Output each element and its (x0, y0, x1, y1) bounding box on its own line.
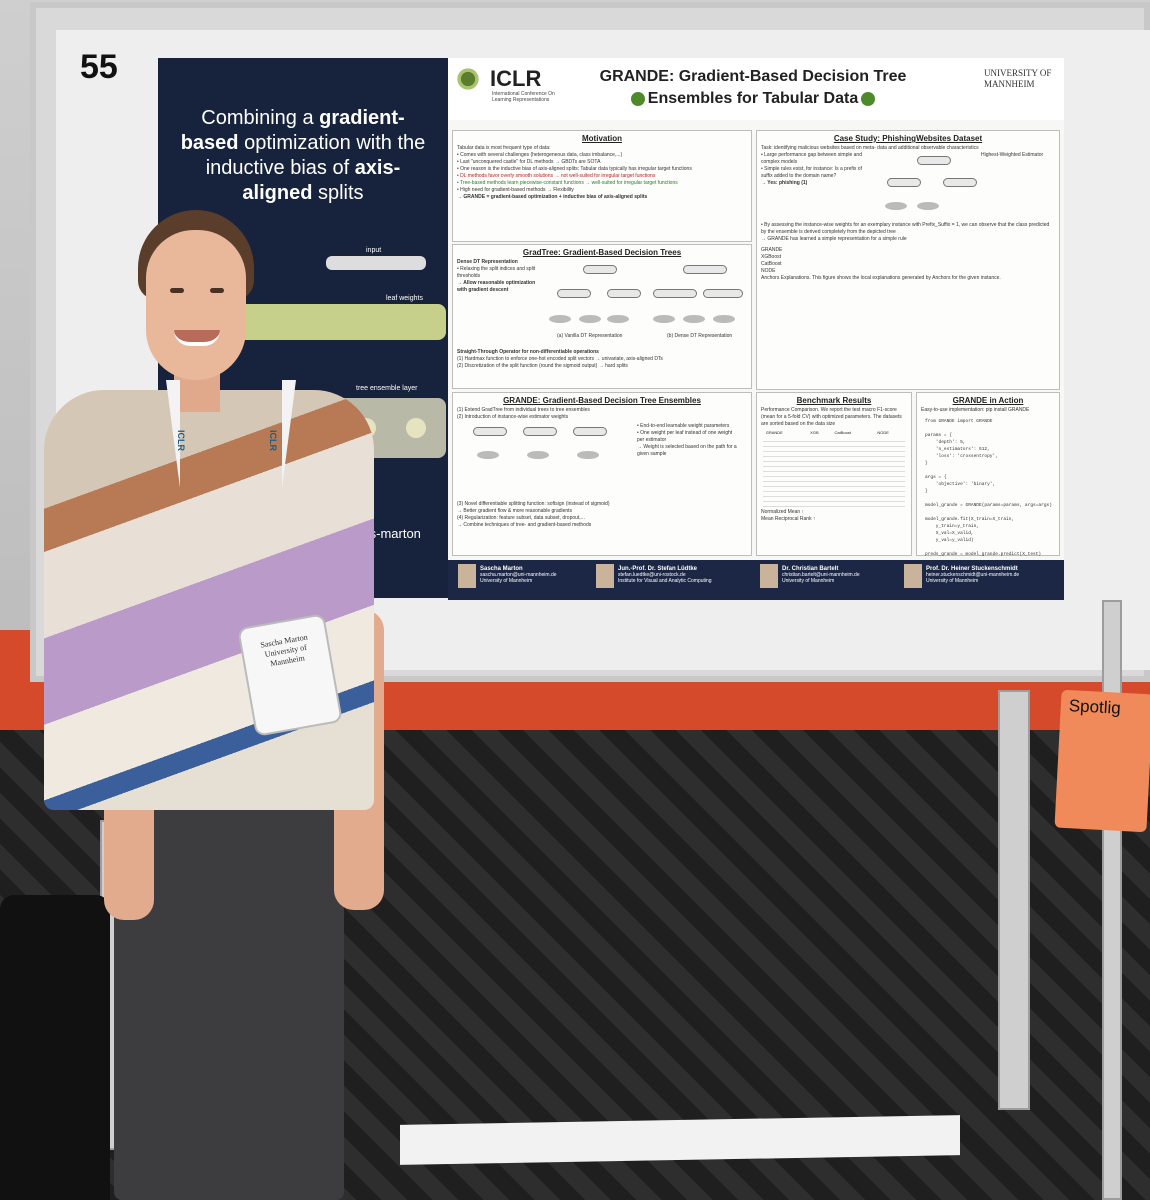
motivation-heading: Motivation (582, 134, 622, 143)
avatar (760, 564, 778, 588)
lanyard-text: ICLR (176, 430, 186, 451)
gradtree-diagrams: (a) Vanilla DT Representation (b) Dense … (543, 259, 743, 347)
author-1: Sascha Marton sascha.marton@uni-mannheim.… (480, 566, 557, 584)
code-snippet: from GRANDE import GRANDE params = { 'de… (925, 419, 1052, 557)
side-panel-handle: /s-marton (366, 526, 421, 541)
diagram-label-tree-layer: tree ensemble layer (356, 385, 418, 392)
poster-title-line2: Ensembles for Tabular Data (647, 90, 859, 107)
benchmark-section: Benchmark Results Performance Comparison… (756, 392, 912, 556)
tree-icon (861, 91, 876, 106)
benchmark-table: GRANDE XGB CatBoost NODE (765, 430, 889, 435)
board-leg-right (998, 690, 1030, 1110)
tree-icon (630, 91, 645, 106)
eye (210, 288, 224, 293)
author-2: Jun.-Prof. Dr. Stefan Lüdtke stefan.luedt… (618, 566, 712, 584)
iclr-logo-icon (450, 64, 486, 94)
diagram-label-input: input (366, 247, 381, 254)
face (146, 230, 246, 380)
authors-footer: Sascha Marton sascha.marton@uni-mannheim.… (448, 560, 1064, 600)
anchors-methods: GRANDE XGBoost CatBoost NODE (761, 247, 783, 274)
gradtree-text: Dense DT Representation • Relaxing the s… (457, 259, 536, 293)
name-badge: Sascha Marton University of Mannheim (237, 613, 343, 737)
gradtree-heading: GradTree: Gradient-Based Decision Trees (522, 248, 682, 257)
research-poster: ICLR International Conference On Learnin… (448, 58, 1064, 600)
presenter-person: ICLR ICLR Sascha Marton University of Ma… (34, 210, 434, 1200)
poster-title: GRANDE: Gradient-Based Decision Tree Ens… (578, 66, 928, 110)
grande-diagram: • End-to-end learnable weight parameters… (453, 421, 751, 501)
avatar (904, 564, 922, 588)
straight-through-text: Straight-Through Operator for non-differ… (457, 349, 663, 369)
case-study-heading: Case Study: PhishingWebsites Dataset (833, 134, 983, 143)
poster-header: ICLR International Conference On Learnin… (448, 58, 1064, 120)
in-action-heading: GRANDE in Action (952, 396, 1024, 405)
grande-heading: GRANDE: Gradient-Based Decision Tree Ens… (503, 396, 701, 405)
case-study-section: Case Study: PhishingWebsites Dataset Tas… (756, 130, 1060, 390)
author-4: Prof. Dr. Heiner Stuckenschmidt heiner.st… (926, 566, 1020, 584)
phishing-tree (877, 152, 977, 222)
side-panel-title: Combining a gradient-based optimization … (180, 107, 426, 204)
author-3: Dr. Christian Bartelt christian.bartelt@u… (782, 566, 860, 584)
eye (170, 288, 184, 293)
lanyard-text: ICLR (268, 430, 278, 451)
avatar (596, 564, 614, 588)
university-logo: UNIVERSITY OF MANNHEIM (984, 68, 1052, 89)
grande-section: GRANDE: Gradient-Based Decision Tree Ens… (452, 392, 752, 556)
board-leg-far-right (1102, 600, 1122, 1200)
in-action-section: GRANDE in Action Easy-to-use implementat… (916, 392, 1060, 557)
shirt (44, 390, 374, 810)
benchmark-rows (763, 437, 905, 508)
iclr-logo-subtitle: International Conference On Learning Rep… (492, 91, 555, 103)
poster-title-line1: GRANDE: Gradient-Based Decision Tree (599, 68, 907, 85)
board-number: 55 (80, 48, 118, 86)
motivation-text: Tabular data is most frequent type of da… (457, 145, 692, 200)
motivation-section: Motivation Tabular data is most frequent… (452, 130, 752, 242)
iclr-logo: ICLR (490, 66, 542, 91)
smile (174, 330, 220, 346)
diagram-label-leaf-weights: leaf weights (386, 295, 423, 302)
avatar (458, 564, 476, 588)
gradtree-section: GradTree: Gradient-Based Decision Trees … (452, 244, 752, 389)
spotlight-sign: Spotlig (1054, 689, 1150, 833)
benchmark-heading: Benchmark Results (796, 396, 872, 405)
black-bag (0, 895, 110, 1200)
